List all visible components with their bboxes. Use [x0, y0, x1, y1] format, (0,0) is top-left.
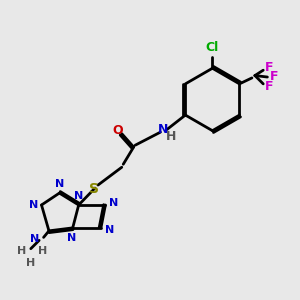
Text: H: H	[166, 130, 176, 143]
Text: N: N	[55, 178, 64, 189]
Text: Cl: Cl	[206, 41, 219, 54]
Text: O: O	[112, 124, 123, 136]
Text: F: F	[265, 80, 274, 93]
Text: F: F	[270, 70, 279, 83]
Text: S: S	[89, 182, 99, 196]
Text: N: N	[30, 235, 39, 244]
Text: H: H	[26, 258, 35, 268]
Text: N: N	[74, 190, 83, 200]
Text: H: H	[16, 246, 26, 256]
Text: N: N	[109, 199, 118, 208]
Text: N: N	[104, 225, 114, 235]
Text: N: N	[67, 233, 76, 243]
Text: N: N	[29, 200, 38, 210]
Text: H: H	[38, 246, 48, 256]
Text: N: N	[158, 123, 169, 136]
Text: F: F	[265, 61, 274, 74]
